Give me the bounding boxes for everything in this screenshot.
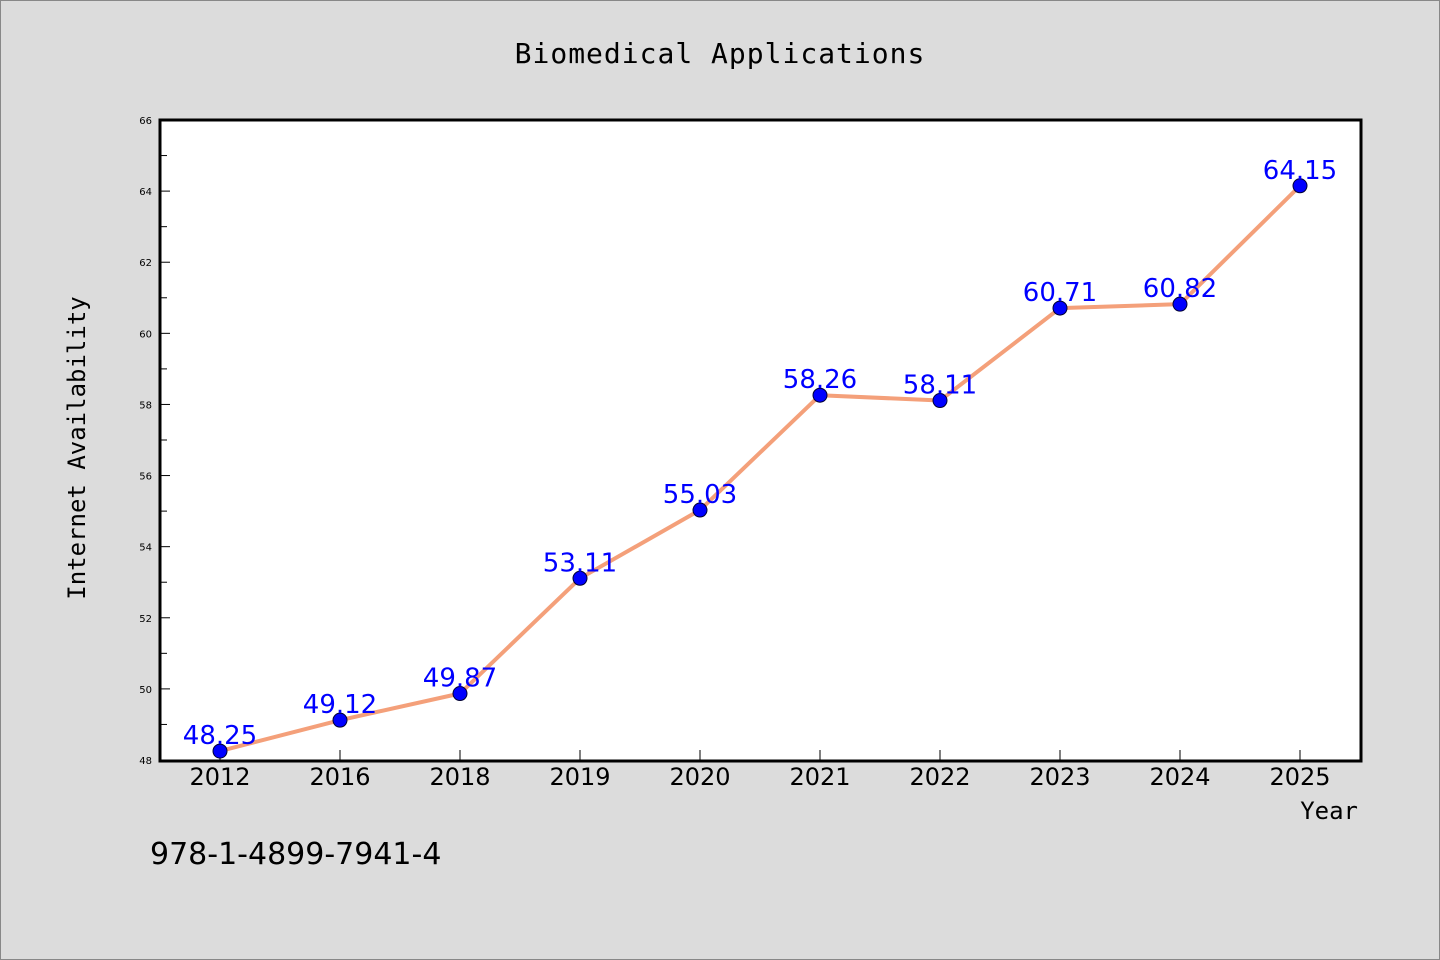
y-axis-ticks: 48 50 52 54 56 58 60 62 64 66 xyxy=(139,116,170,767)
data-label: 48.25 xyxy=(183,721,257,751)
y-tick-label: 66 xyxy=(139,116,152,127)
x-tick-label: 2018 xyxy=(429,763,490,791)
series-line xyxy=(219,184,1302,754)
data-point xyxy=(1172,296,1188,312)
data-point xyxy=(692,502,708,518)
y-tick-label: 54 xyxy=(139,543,152,554)
data-label: 58.26 xyxy=(783,365,857,395)
y-tick-label: 52 xyxy=(139,614,152,625)
y-axis-label: Internet Availability xyxy=(63,296,91,599)
data-point xyxy=(932,393,948,409)
plot-area xyxy=(158,118,1363,763)
y-tick-label: 62 xyxy=(139,258,152,269)
data-label: 55.03 xyxy=(663,480,737,510)
data-point xyxy=(452,686,468,702)
data-label: 60.82 xyxy=(1143,274,1217,304)
data-markers xyxy=(212,178,1308,759)
data-label: 58.11 xyxy=(903,371,977,401)
y-tick-label: 64 xyxy=(139,187,152,198)
data-label: 53.11 xyxy=(543,548,617,578)
x-tick-label: 2024 xyxy=(1149,763,1210,791)
x-tick-label: 2020 xyxy=(669,763,730,791)
x-tick-label: 2023 xyxy=(1029,763,1090,791)
data-label: 64.15 xyxy=(1263,156,1337,186)
x-tick-label: 2016 xyxy=(309,763,370,791)
footnote-isbn: 978-1-4899-7941-4 xyxy=(150,837,441,872)
y-tick-label: 58 xyxy=(139,400,152,411)
chart-title: Biomedical Applications xyxy=(515,37,926,70)
data-label: 60.71 xyxy=(1023,278,1097,308)
y-tick-label: 60 xyxy=(139,329,152,340)
x-tick-label: 2021 xyxy=(789,763,850,791)
x-tick-label: 2019 xyxy=(549,763,610,791)
x-tick-label: 2022 xyxy=(909,763,970,791)
y-tick-label: 50 xyxy=(139,685,152,696)
y-tick-label: 56 xyxy=(139,472,152,483)
data-label: 49.87 xyxy=(423,664,497,694)
y-tick-label: 48 xyxy=(139,756,152,767)
data-point xyxy=(572,570,588,586)
data-point xyxy=(812,387,828,403)
x-axis-ticks: 2012 2016 2018 2019 2020 2021 2022 2023 2024 2025 xyxy=(189,750,1331,791)
x-tick-label: 2012 xyxy=(189,763,250,791)
x-tick-label: 2025 xyxy=(1269,763,1330,791)
data-point xyxy=(212,743,228,759)
x-axis-label: Year xyxy=(1300,797,1358,825)
data-point xyxy=(332,712,348,728)
data-point xyxy=(1052,300,1068,316)
data-labels: 48.25 49.12 49.87 53.11 55.03 58.26 58.11 60.71… xyxy=(183,156,1337,751)
data-label: 49.12 xyxy=(303,690,377,720)
data-point xyxy=(1292,178,1308,194)
